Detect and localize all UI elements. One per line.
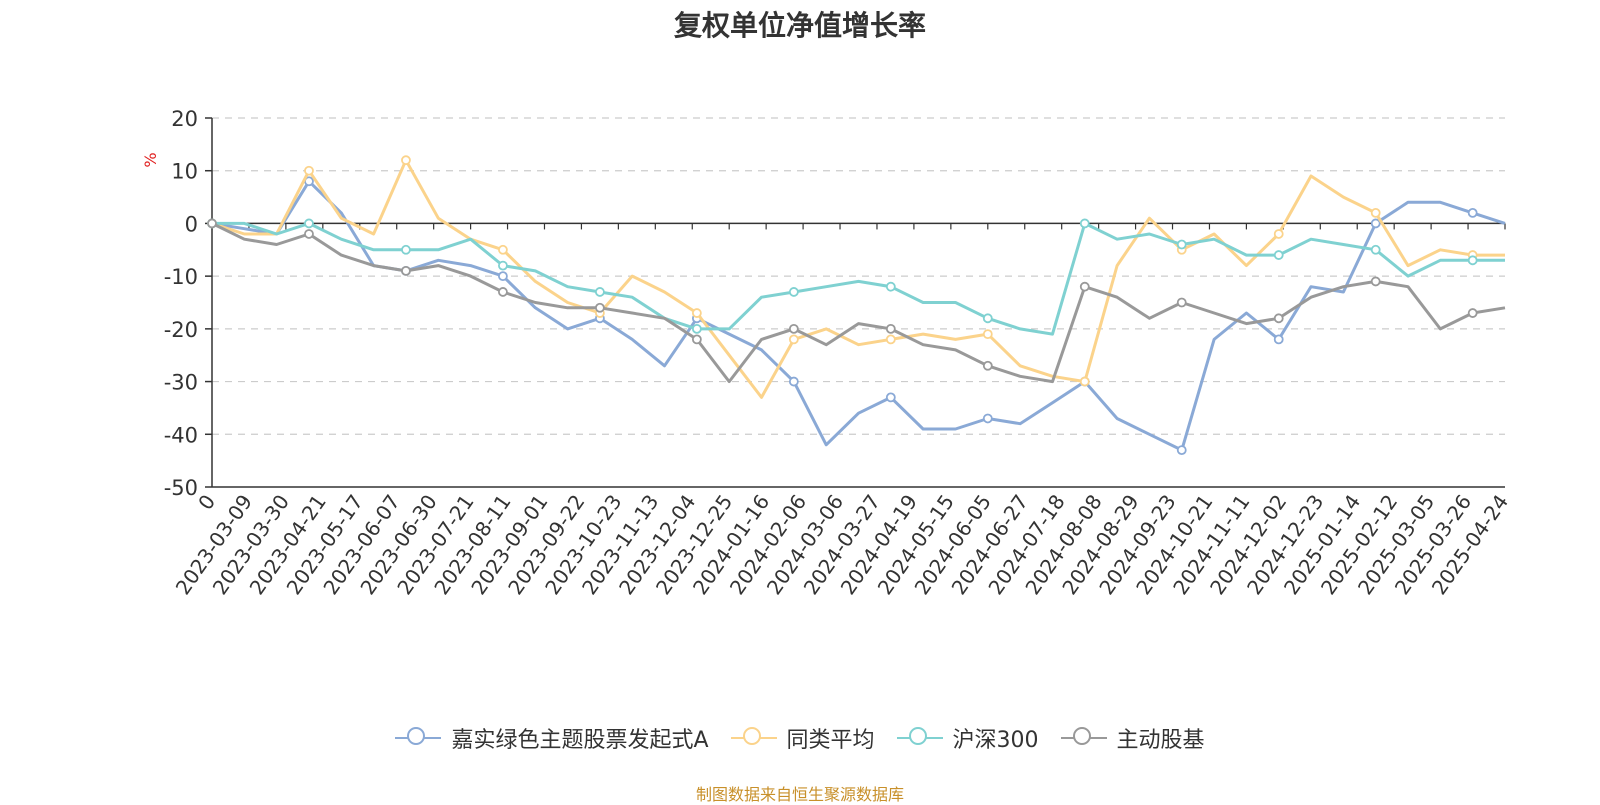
- legend-item-active-fund[interactable]: 主动股基: [1060, 722, 1205, 754]
- series-line: [211, 222, 1506, 384]
- data-point: [1273, 250, 1284, 260]
- data-point: [885, 334, 896, 345]
- data-point: [401, 265, 411, 276]
- axes: [205, 117, 1506, 488]
- data-point: [1176, 445, 1187, 456]
- data-point: [982, 413, 993, 424]
- series-line: [211, 158, 1505, 399]
- data-point: [498, 260, 508, 271]
- data-point: [401, 155, 411, 166]
- data-point: [691, 323, 702, 334]
- data-point: [1079, 218, 1090, 229]
- data-point: [1370, 244, 1381, 255]
- data-point: [1467, 207, 1478, 218]
- y-tick-label: -50: [164, 476, 198, 500]
- legend-swatch-icon: [1060, 726, 1107, 750]
- data-point: [304, 229, 314, 239]
- y-tick-label: -30: [164, 371, 198, 395]
- legend-item-jiashi[interactable]: 嘉实绿色主题股票发起式A: [395, 722, 709, 754]
- data-point: [982, 329, 993, 340]
- series-lines: [207, 155, 1506, 456]
- series-line: [212, 221, 1505, 336]
- y-tick-label: -10: [164, 265, 198, 289]
- y-tick-label: 0: [185, 212, 198, 236]
- data-point: [885, 281, 896, 292]
- grid-lines: [212, 117, 1505, 435]
- series-line: [211, 179, 1506, 452]
- y-tick-label: -40: [164, 423, 198, 447]
- data-point: [788, 323, 799, 334]
- data-point: [304, 165, 314, 176]
- data-point: [1370, 276, 1381, 287]
- data-point: [788, 376, 799, 387]
- x-tick-label: 0: [193, 490, 220, 514]
- data-point: [1467, 255, 1478, 266]
- data-point: [982, 313, 993, 324]
- legend-swatch-icon: [730, 726, 777, 750]
- data-point: [1467, 308, 1478, 318]
- data-point: [691, 334, 702, 345]
- series-2: [207, 218, 1505, 336]
- data-point: [304, 218, 314, 229]
- series-3: [207, 218, 1506, 384]
- chart-title: 复权单位净值增长率: [673, 9, 926, 42]
- data-point: [788, 334, 799, 345]
- y-tick-label: 10: [171, 160, 198, 184]
- series-0: [207, 176, 1506, 456]
- data-point: [498, 271, 508, 282]
- data-point: [1176, 297, 1187, 308]
- legend-label: 沪深300: [952, 728, 1039, 753]
- data-point: [1273, 229, 1284, 239]
- data-point: [1273, 334, 1284, 345]
- data-point: [1273, 313, 1284, 324]
- data-point: [498, 244, 508, 255]
- data-point: [1079, 281, 1090, 292]
- legend-label: 主动股基: [1116, 728, 1205, 753]
- data-point: [885, 392, 896, 403]
- data-point: [1176, 239, 1187, 250]
- data-point: [885, 323, 896, 334]
- data-point: [982, 360, 993, 371]
- y-tick-label: -20: [164, 318, 198, 342]
- data-point: [498, 287, 508, 297]
- y-axis-unit-label: %: [141, 152, 160, 167]
- legend: 嘉实绿色主题股票发起式A 同类平均 沪深300 主动股基: [0, 722, 1600, 754]
- legend-item-category-avg[interactable]: 同类平均: [730, 722, 875, 754]
- legend-swatch-icon: [395, 726, 442, 750]
- data-point: [788, 287, 799, 297]
- y-tick-label: 20: [171, 107, 198, 131]
- data-point: [1370, 218, 1381, 229]
- data-point: [1079, 376, 1090, 387]
- legend-label: 嘉实绿色主题股票发起式A: [451, 728, 709, 753]
- data-point: [595, 287, 605, 297]
- series-1: [207, 155, 1505, 399]
- data-point: [1370, 207, 1381, 218]
- data-point: [401, 244, 411, 255]
- legend-swatch-icon: [896, 726, 943, 750]
- legend-label: 同类平均: [786, 728, 875, 753]
- data-point: [207, 218, 217, 229]
- legend-item-csi300[interactable]: 沪深300: [896, 722, 1039, 754]
- data-point: [691, 308, 702, 318]
- data-point: [595, 302, 605, 313]
- source-note: 制图数据来自恒生聚源数据库: [695, 785, 904, 804]
